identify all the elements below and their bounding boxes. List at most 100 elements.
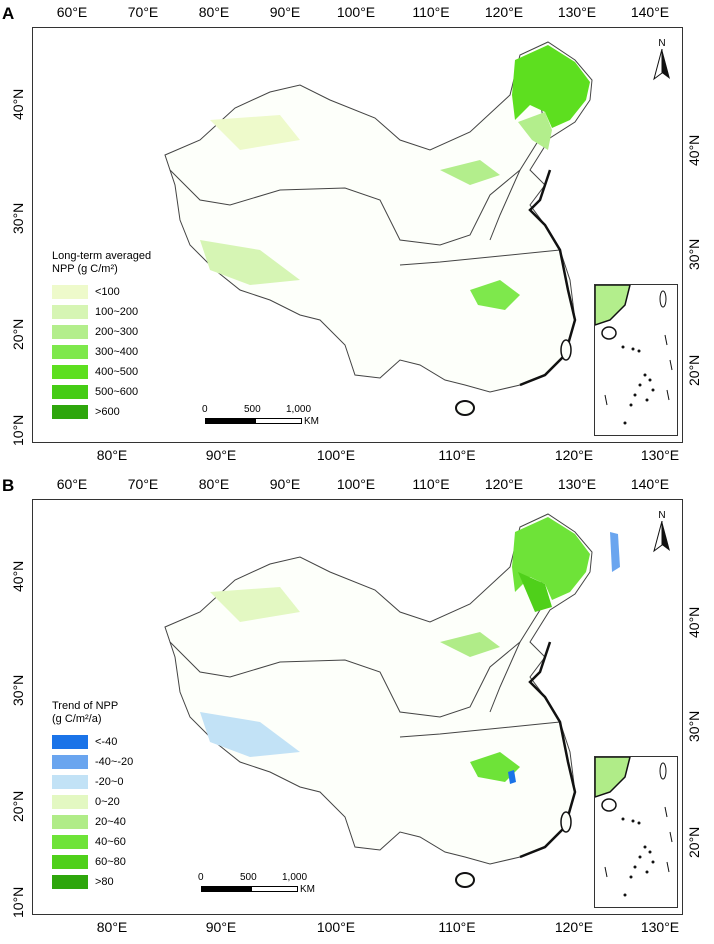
taiwan-island	[560, 339, 572, 361]
right-tick: 30°N	[686, 710, 702, 742]
top-tick: 130°E	[557, 4, 597, 20]
top-tick: 60°E	[56, 4, 88, 20]
vegetation-xinjiang	[210, 587, 300, 622]
left-tick: 30°N	[10, 674, 26, 706]
panel-a: A	[2, 4, 702, 463]
legend-item: 100~200	[52, 302, 151, 322]
scale-label-0: 0	[202, 404, 208, 415]
legend-item: -20~0	[52, 772, 133, 792]
north-arrow-icon	[653, 48, 670, 81]
legend-item: 20~40	[52, 812, 133, 832]
scale-unit: KM	[300, 884, 315, 895]
legend-swatch	[52, 795, 88, 809]
hainan-island	[455, 872, 475, 888]
legend-item: 500~600	[52, 382, 151, 402]
right-tick: 40°N	[686, 606, 702, 638]
legend-label: 0~20	[95, 796, 120, 808]
right-tick: 20°N	[686, 354, 702, 386]
scale-label-1000: 1,000	[286, 404, 312, 415]
legend-label: 20~40	[95, 816, 126, 828]
panel-letter: A	[2, 4, 15, 23]
top-tick: 100°E	[336, 4, 376, 20]
scale-bar-black	[205, 418, 255, 424]
legend-label: 400~500	[95, 366, 139, 378]
bottom-tick: 110°E	[438, 447, 476, 463]
vegetation-central	[470, 280, 520, 310]
top-tick: 80°E	[198, 476, 230, 492]
legend-label: -20~0	[95, 776, 124, 788]
bottom-tick: 80°E	[96, 447, 128, 463]
vegetation-north-china	[440, 632, 500, 657]
legend-swatch	[52, 305, 88, 319]
top-tick: 110°E	[412, 476, 450, 492]
top-tick: 110°E	[412, 4, 450, 20]
scale-bar-white	[255, 418, 302, 424]
legend-item: <-40	[52, 732, 133, 752]
scale-label-500: 500	[244, 404, 261, 415]
right-tick: 40°N	[686, 134, 702, 166]
legend-swatch	[52, 345, 88, 359]
bottom-tick: 80°E	[96, 919, 128, 935]
top-tick: 140°E	[630, 476, 670, 492]
left-tick: 40°N	[10, 560, 26, 592]
legend-items: <100 100~200 200~300 300~400 400~500 500~600 >…	[52, 282, 151, 422]
legend-item: 400~500	[52, 362, 151, 382]
top-tick: 90°E	[269, 4, 301, 20]
top-tick: 70°E	[127, 4, 159, 20]
coastline	[519, 169, 577, 387]
legend-swatch	[52, 775, 88, 789]
vegetation-northeast-light	[518, 112, 552, 150]
legend-title: Trend of NPP (g C/m²/a)	[52, 700, 119, 725]
decline-central	[508, 770, 516, 784]
china-map	[164, 41, 593, 416]
north-label: N	[658, 38, 666, 49]
legend-swatch	[52, 875, 88, 889]
region-line	[399, 721, 561, 738]
legend-swatch	[52, 755, 88, 769]
legend-item: 60~80	[52, 852, 133, 872]
legend-label: >80	[95, 876, 114, 888]
china-map	[164, 513, 620, 888]
legend-label: -40~-20	[95, 756, 134, 768]
hainan-island	[455, 400, 475, 416]
scale-label-0: 0	[198, 872, 204, 883]
region-line	[489, 169, 521, 241]
bottom-tick: 120°E	[554, 919, 594, 935]
left-tick: 20°N	[10, 790, 26, 822]
left-tick: 10°N	[10, 414, 26, 446]
legend: Trend of NPP (g C/m²/a) <-40 -40~-20 -20~0…	[52, 700, 133, 892]
north-label: N	[658, 510, 666, 521]
vegetation-xinjiang	[210, 115, 300, 150]
legend-item: 300~400	[52, 342, 151, 362]
scale-unit: KM	[304, 416, 319, 427]
legend-label: 500~600	[95, 386, 139, 398]
legend-item: <100	[52, 282, 151, 302]
vegetation-central	[470, 752, 520, 782]
top-tick: 120°E	[484, 4, 524, 20]
legend-label: 300~400	[95, 346, 139, 358]
bottom-tick: 120°E	[554, 447, 594, 463]
left-tick: 30°N	[10, 202, 26, 234]
top-tick: 130°E	[557, 476, 597, 492]
legend-item: 200~300	[52, 322, 151, 342]
inset-map	[594, 284, 673, 425]
legend-items: <-40 -40~-20 -20~0 0~20 20~40 40~60 60~80 >80	[52, 732, 133, 892]
scale-label-500: 500	[240, 872, 257, 883]
left-tick: 40°N	[10, 88, 26, 120]
bottom-tick: 100°E	[316, 919, 356, 935]
legend-swatch	[52, 735, 88, 749]
legend-swatch	[52, 365, 88, 379]
legend-label: 100~200	[95, 306, 139, 318]
bottom-tick: 100°E	[316, 447, 356, 463]
vegetation-northeast	[512, 517, 590, 600]
region-line	[399, 249, 561, 266]
legend-label: >600	[95, 406, 120, 418]
region-line	[489, 641, 521, 713]
right-tick: 30°N	[686, 238, 702, 270]
decline-northeast	[610, 532, 620, 572]
legend-label: 200~300	[95, 326, 139, 338]
legend-title: Long-term averaged NPP (g C/m²)	[52, 250, 152, 275]
bottom-tick: 130°E	[640, 447, 680, 463]
inset-map	[594, 756, 673, 897]
legend-swatch	[52, 815, 88, 829]
